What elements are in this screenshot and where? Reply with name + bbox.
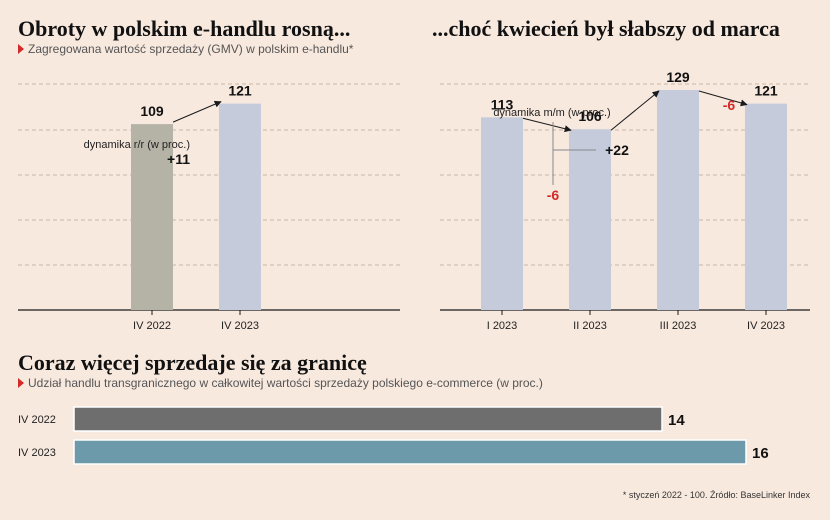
bar [745, 103, 787, 311]
x-tick-label: III 2023 [660, 320, 697, 332]
data-label: 14 [668, 412, 685, 429]
bar [569, 129, 611, 310]
panel3-subtitle-text: Udział handlu transgranicznego w całkowi… [28, 376, 543, 390]
annotation-value: +11 [167, 151, 190, 167]
change-arrow [610, 90, 660, 131]
data-label: 129 [666, 69, 690, 85]
crossborder-bar-chart: IV 2022 14 IV 2023 16 [18, 406, 769, 465]
change-label: +22 [605, 142, 629, 158]
x-tick-label: IV 2023 [221, 320, 259, 332]
x-tick-label: IV 2023 [747, 320, 785, 332]
panel1-subtitle-text: Zagregowana wartość sprzedaży (GMV) w po… [28, 42, 354, 56]
data-label: 16 [752, 445, 769, 462]
bar [73, 439, 747, 465]
data-label: 113 [491, 96, 514, 112]
row-label: IV 2022 [18, 414, 56, 426]
annotation-label: dynamika r/r (w proc.) [84, 139, 190, 151]
bar [481, 117, 523, 310]
mom-bar-chart: 113 I 2023 106 II 2023 129 III 2023 121 IV 2023… [440, 69, 810, 332]
panel3-subtitle: Udział handlu transgranicznego w całkowi… [18, 376, 543, 390]
x-tick-label: I 2023 [487, 320, 518, 332]
footnote: * styczeń 2022 - 100. Źródło: BaseLinker… [622, 490, 810, 500]
panel1-subtitle: Zagregowana wartość sprzedaży (GMV) w po… [18, 42, 353, 56]
panel1-title: Obroty w polskim e-handlu rosną... [18, 16, 351, 41]
annotation-leader-line [552, 122, 596, 185]
change-arrow [698, 90, 748, 107]
data-label: 106 [578, 108, 602, 124]
bar [73, 406, 663, 432]
x-tick-label: II 2023 [573, 320, 607, 332]
panel3-title: Coraz więcej sprzedaje się za granicę [18, 350, 367, 375]
row-label: IV 2023 [18, 447, 56, 459]
bar [657, 90, 699, 310]
bar [131, 124, 173, 311]
subtitle-marker-icon [18, 378, 24, 388]
bar [219, 103, 261, 311]
data-label: 109 [140, 103, 164, 119]
change-arrow [172, 100, 222, 123]
change-label: -6 [547, 187, 560, 203]
yoy-bar-chart: 109 IV 2022 121 IV 2023 dynamika r/r (w proc… [18, 83, 400, 332]
subtitle-marker-icon [18, 44, 24, 54]
data-label: 121 [228, 83, 252, 99]
x-tick-label: IV 2022 [133, 320, 171, 332]
annotation-label: dynamika m/m (w proc.) [493, 107, 610, 119]
change-arrow [522, 117, 572, 133]
panel2-title: ...choć kwiecień był słabszy od marca [432, 16, 780, 41]
data-label: 121 [754, 83, 778, 99]
change-label: -6 [723, 97, 736, 113]
